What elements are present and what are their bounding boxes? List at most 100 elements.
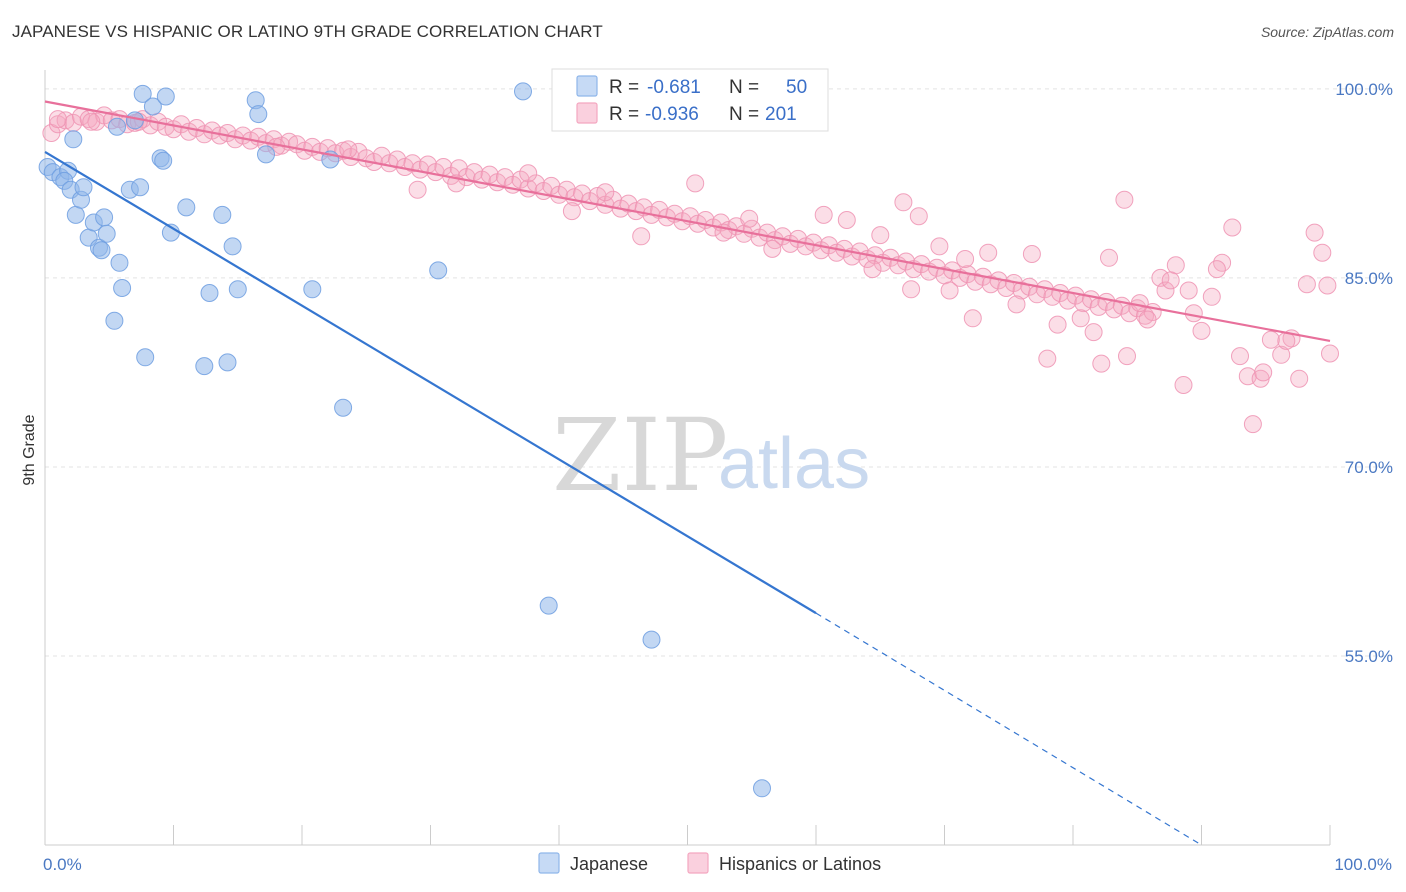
japanese-point bbox=[110, 253, 129, 272]
hispanic-point bbox=[1022, 245, 1041, 263]
legend-swatch-japanese bbox=[576, 75, 598, 97]
hispanic-point bbox=[1272, 345, 1291, 364]
japanese-point bbox=[97, 224, 116, 243]
chart-title: JAPANESE VS HISPANIC OR LATINO 9TH GRADE… bbox=[12, 22, 603, 41]
hispanic-point bbox=[1161, 271, 1180, 290]
japanese-point bbox=[133, 84, 152, 103]
hispanic-point bbox=[979, 243, 998, 262]
japanese-point bbox=[257, 145, 275, 164]
hispanic-point bbox=[763, 239, 782, 258]
hispanic-point bbox=[940, 281, 959, 300]
x-tick-labels: 0.0% 100.0% bbox=[43, 855, 1392, 874]
japanese-point bbox=[753, 779, 771, 798]
japanese-point bbox=[105, 311, 124, 330]
japanese-point bbox=[429, 261, 448, 280]
hispanic-point bbox=[82, 112, 101, 131]
data-points bbox=[38, 82, 1339, 798]
hispanic-point bbox=[562, 202, 581, 221]
japanese-point bbox=[136, 348, 155, 367]
hispanic-point bbox=[1084, 323, 1103, 342]
japanese-trend-extension bbox=[815, 612, 1202, 846]
japanese-point bbox=[113, 279, 132, 297]
bottom-legend-swatch-hispanic bbox=[687, 852, 709, 874]
hispanic-point bbox=[686, 174, 705, 193]
hispanic-point bbox=[1184, 304, 1203, 323]
hispanic-point bbox=[902, 280, 921, 299]
bottom-legend-swatch-japanese bbox=[538, 852, 560, 874]
hispanic-point bbox=[1115, 190, 1134, 209]
hispanic-point bbox=[1261, 330, 1280, 349]
legend-n-value-hispanic: 201 bbox=[765, 104, 797, 125]
hispanic-point bbox=[740, 209, 759, 228]
hispanic-point bbox=[1071, 309, 1090, 328]
x-tick-label: 100.0% bbox=[1334, 855, 1392, 874]
hispanic-point bbox=[403, 154, 422, 173]
japanese-point bbox=[143, 97, 162, 116]
hispanic-point bbox=[480, 165, 499, 184]
japanese-point bbox=[228, 280, 247, 299]
japanese-trend-line bbox=[44, 150, 817, 615]
hispanic-point bbox=[1297, 275, 1316, 294]
hispanic-point bbox=[963, 309, 982, 328]
hispanic-point bbox=[894, 193, 913, 212]
y-tick-labels: 100.0% 85.0% 70.0% 55.0% bbox=[1335, 80, 1393, 666]
japanese-point bbox=[213, 205, 232, 224]
hispanic-point bbox=[87, 112, 106, 131]
hispanic-trend-line bbox=[44, 100, 1331, 343]
hispanic-point bbox=[1038, 349, 1057, 368]
watermark-zip: ZIP bbox=[552, 397, 728, 514]
hispanic-point bbox=[496, 168, 514, 187]
hispanic-point bbox=[1179, 281, 1198, 300]
japanese-point bbox=[66, 205, 85, 224]
y-tick-label: 85.0% bbox=[1345, 269, 1393, 288]
hispanic-point bbox=[1318, 276, 1337, 295]
hispanic-point bbox=[1007, 295, 1026, 314]
hispanic-point bbox=[1243, 415, 1262, 434]
hispanic-point bbox=[1174, 376, 1193, 394]
legend-swatch-hispanic bbox=[576, 102, 598, 124]
japanese-point bbox=[156, 87, 175, 106]
hispanic-point bbox=[1254, 363, 1273, 382]
hispanic-point bbox=[596, 183, 615, 202]
hispanic-point bbox=[1192, 321, 1211, 340]
japanese-point bbox=[74, 178, 93, 197]
hispanic-point bbox=[1166, 256, 1185, 275]
hispanic-point bbox=[1130, 294, 1149, 313]
trend-lines bbox=[44, 100, 1331, 846]
japanese-point bbox=[334, 398, 353, 417]
japanese-point bbox=[539, 596, 558, 615]
hispanic-point bbox=[1313, 243, 1332, 262]
y-tick-label: 100.0% bbox=[1335, 80, 1393, 99]
stats-legend-box bbox=[551, 68, 829, 132]
japanese-point bbox=[92, 241, 111, 260]
axes bbox=[44, 70, 1331, 846]
legend-r-value-hispanic: -0.936 bbox=[645, 104, 699, 125]
stats-legend: R = -0.681 N = 50 R = -0.936 N = 201 bbox=[551, 68, 829, 132]
chart-source: Source: ZipAtlas.com bbox=[1260, 24, 1394, 40]
y-tick-label: 70.0% bbox=[1345, 458, 1393, 477]
hispanic-point bbox=[1156, 281, 1175, 300]
japanese-point bbox=[154, 151, 173, 170]
japanese-point bbox=[223, 237, 242, 256]
japanese-point bbox=[95, 208, 114, 227]
hispanic-point bbox=[1290, 369, 1309, 388]
hispanic-point bbox=[619, 194, 638, 213]
japanese-point bbox=[642, 630, 661, 649]
watermark-atlas: atlas bbox=[718, 424, 870, 504]
japanese-point bbox=[249, 105, 268, 124]
japanese-point bbox=[195, 357, 214, 376]
japanese-point bbox=[200, 284, 219, 302]
legend-n-label-hispanic: N = bbox=[729, 104, 759, 125]
hispanic-point bbox=[837, 211, 856, 229]
grid-lines bbox=[45, 88, 1392, 657]
legend-r-label-hispanic: R = bbox=[609, 104, 639, 125]
japanese-point bbox=[177, 198, 196, 217]
legend-r-value-japanese: -0.681 bbox=[647, 77, 701, 98]
bottom-legend: Japanese Hispanics or Latinos bbox=[538, 852, 881, 874]
hispanic-point bbox=[632, 227, 651, 246]
hispanic-point bbox=[1118, 347, 1136, 366]
hispanic-point bbox=[1048, 315, 1067, 334]
japanese-point bbox=[64, 130, 83, 149]
legend-n-label-japanese: N = bbox=[729, 77, 759, 98]
